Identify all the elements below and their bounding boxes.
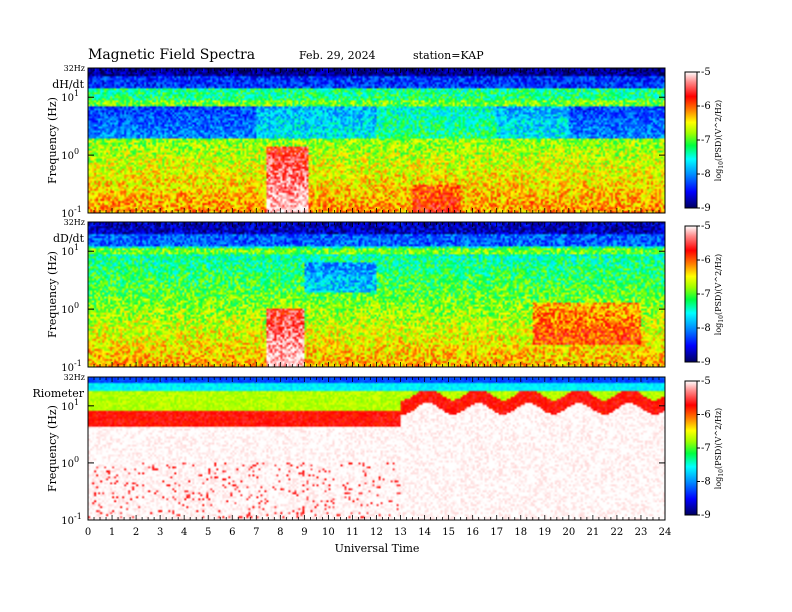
x-tick-label-1: 1 <box>109 527 115 538</box>
x-tick-label-3: 3 <box>157 527 163 538</box>
colorbar-label-rest: (PSD)(V^2/Hz) <box>714 100 723 161</box>
x-tick-label-23: 23 <box>635 527 648 538</box>
x-tick-label-4: 4 <box>181 527 187 538</box>
figure-title: Magnetic Field Spectra <box>88 47 255 63</box>
x-tick-label-11: 11 <box>346 527 359 538</box>
station-label: station=KAP <box>413 49 484 62</box>
colorbar-tick-label-0-2: -7 <box>701 135 711 146</box>
y-tick-exp-2-1: 0 <box>74 455 79 464</box>
y-tick-exp-1-0: 1 <box>74 243 79 252</box>
x-tick-label-8: 8 <box>277 527 283 538</box>
x-tick-label-16: 16 <box>466 527 479 538</box>
colorbar-tick-label-2-4: -9 <box>701 510 711 521</box>
x-tick-label-15: 15 <box>442 527 455 538</box>
colorbar-tick-label-1-0: -5 <box>701 221 711 232</box>
x-tick-label-13: 13 <box>394 527 407 538</box>
panel-label-0: dH/dt <box>52 78 84 91</box>
colorbar-tick-label-0-3: -8 <box>701 169 711 180</box>
x-tick-label-10: 10 <box>322 527 335 538</box>
y-tick-label-2-0: 10 <box>61 402 74 413</box>
y-tick-label-0-2: 10 <box>61 209 74 220</box>
panel-label-1: dD/dt <box>53 232 85 245</box>
colorbar-label-rest: (PSD)(V^2/Hz) <box>714 408 723 469</box>
colorbar-1 <box>684 225 698 363</box>
x-tick-label-19: 19 <box>538 527 551 538</box>
y-tick-exp-0-1: 0 <box>74 147 79 156</box>
y-tick-label-0-0: 10 <box>61 93 74 104</box>
colorbar-tick-label-1-1: -6 <box>701 255 711 266</box>
colorbar-tick-label-1-2: -7 <box>701 289 711 300</box>
y-tick-label-0-1: 10 <box>61 151 74 162</box>
colorbar-tick-label-2-0: -5 <box>701 376 711 387</box>
panel-label-2: Riometer <box>32 387 84 400</box>
x-tick-label-24: 24 <box>659 527 672 538</box>
x-tick-label-0: 0 <box>85 527 91 538</box>
y-tick-label-2-2: 10 <box>61 516 74 527</box>
top-freq-label-1: 32Hz <box>64 218 85 227</box>
colorbar-tick-label-1-4: -9 <box>701 357 711 368</box>
x-tick-label-9: 9 <box>301 527 307 538</box>
x-axis-label: Universal Time <box>335 542 420 555</box>
y-tick-exp-1-1: 0 <box>74 301 79 310</box>
spectrogram-2 <box>88 377 665 520</box>
colorbar-tick-label-0-4: -9 <box>701 203 711 214</box>
colorbar-label-0: log10(PSD)(V^2/Hz) <box>714 100 725 181</box>
x-tick-label-22: 22 <box>611 527 624 538</box>
colorbar-label-sub: 10 <box>718 469 725 477</box>
y-tick-label-2-1: 10 <box>61 459 74 470</box>
colorbar-label-sub: 10 <box>718 315 725 323</box>
colorbar-label-rest: (PSD)(V^2/Hz) <box>714 254 723 315</box>
x-tick-label-20: 20 <box>562 527 575 538</box>
colorbar-tick-label-0-1: -6 <box>701 101 711 112</box>
y-tick-exp-0-2: -1 <box>74 205 82 214</box>
y-tick-label-1-1: 10 <box>61 305 74 316</box>
top-freq-label-2: 32Hz <box>64 373 85 382</box>
y-axis-label-2: Frequency (Hz) <box>46 405 59 492</box>
y-tick-label-1-0: 10 <box>61 247 74 258</box>
figure-date: Feb. 29, 2024 <box>299 49 376 62</box>
x-tick-label-18: 18 <box>514 527 527 538</box>
top-freq-label-0: 32Hz <box>64 64 85 73</box>
time-axis: 0 1 2 3 4 5 6 7 8 9 10 11 12 13 14 15 16 17 18 19 20 21 22 23 24 <box>85 527 672 538</box>
colorbar-tick-label-2-3: -8 <box>701 477 711 488</box>
y-axis-label-0: Frequency (Hz) <box>46 97 59 184</box>
colorbar-label-log: log <box>714 169 723 182</box>
y-tick-exp-1-2: -1 <box>74 359 82 368</box>
colorbar-label-log: log <box>714 323 723 336</box>
x-tick-label-7: 7 <box>253 527 259 538</box>
colorbar-tick-label-2-2: -7 <box>701 443 711 454</box>
y-axis-label-1: Frequency (Hz) <box>46 251 59 338</box>
spectrogram-0 <box>88 68 665 213</box>
x-tick-label-12: 12 <box>370 527 383 538</box>
colorbar-label-sub: 10 <box>718 161 725 169</box>
colorbar-label-1: log10(PSD)(V^2/Hz) <box>714 254 725 335</box>
x-tick-label-17: 17 <box>490 527 503 538</box>
colorbar-tick-label-1-3: -8 <box>701 323 711 334</box>
colorbar-label-log: log <box>714 477 723 490</box>
x-tick-label-21: 21 <box>587 527 600 538</box>
y-tick-exp-0-0: 1 <box>74 89 79 98</box>
colorbar-label-2: log10(PSD)(V^2/Hz) <box>714 408 725 489</box>
x-tick-label-2: 2 <box>133 527 139 538</box>
y-tick-exp-2-0: 1 <box>74 398 79 407</box>
y-tick-label-1-2: 10 <box>61 363 74 374</box>
spectrogram-1 <box>88 222 665 367</box>
y-tick-exp-2-2: -1 <box>74 512 82 521</box>
x-tick-label-5: 5 <box>205 527 211 538</box>
colorbar-tick-label-2-1: -6 <box>701 410 711 421</box>
colorbar-tick-label-0-0: -5 <box>701 67 711 78</box>
x-tick-label-14: 14 <box>418 527 431 538</box>
colorbar-2 <box>684 380 698 516</box>
colorbar-0 <box>684 71 698 209</box>
x-tick-label-6: 6 <box>229 527 235 538</box>
